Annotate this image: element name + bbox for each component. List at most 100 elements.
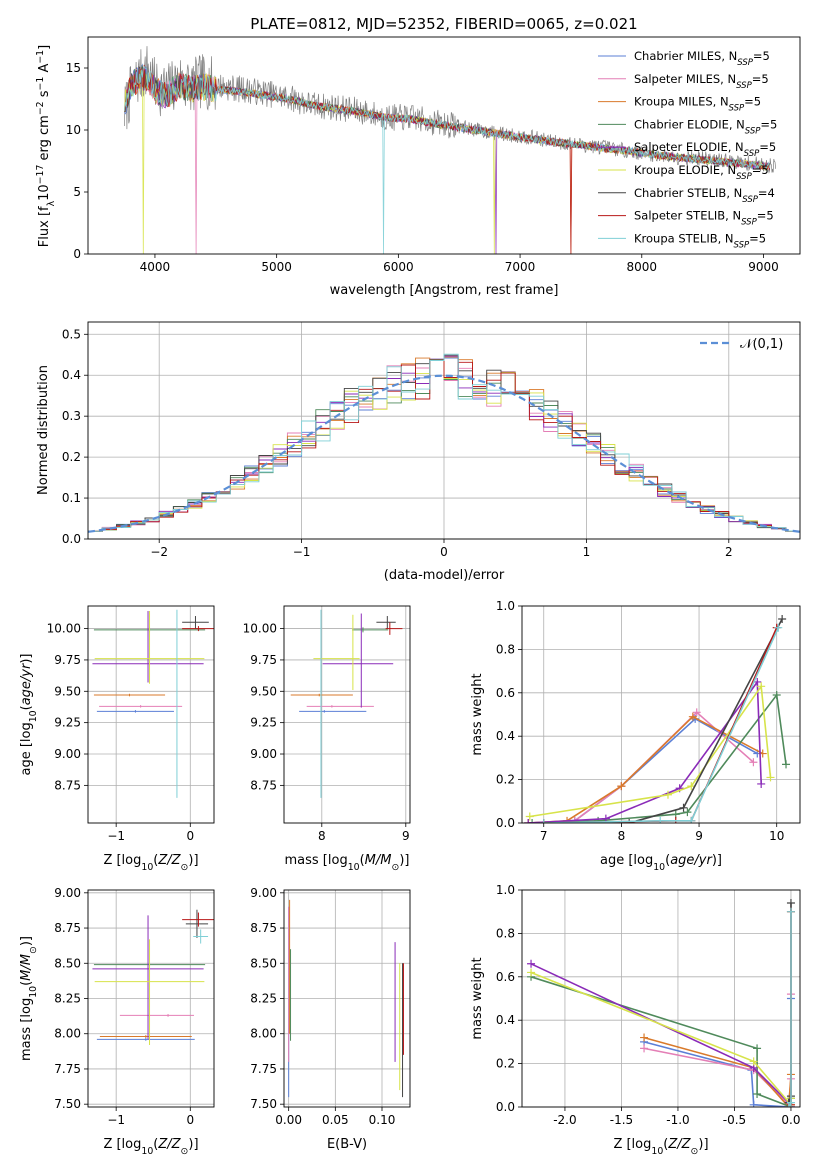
data-point: [594, 816, 603, 823]
y-tick-label: 7.75: [250, 1062, 277, 1076]
residual-histogram: [88, 353, 800, 539]
data-point: [749, 1100, 758, 1107]
mass-weight-line: [543, 627, 778, 823]
x-tick-label: 1: [583, 545, 591, 559]
y-tick-label: 0.0: [496, 816, 515, 830]
y-tick-label: 15: [66, 61, 81, 75]
figure-title: PLATE=0812, MJD=52352, FIBERID=0065, z=0…: [250, 15, 637, 33]
x-axis-label: (data-model)/error: [384, 568, 505, 583]
y-tick-label: 8.75: [250, 921, 277, 935]
mass-weight-line: [643, 911, 792, 1107]
axes-frame: [87, 321, 801, 540]
y-tick-label: 9.00: [250, 886, 277, 900]
x-tick-label: 8000: [627, 260, 658, 274]
data-point: [656, 816, 665, 823]
x-tick-label: 0.10: [369, 1113, 396, 1127]
mass-vs-metallicity-panel: −1 0 7.50 7.75 8.00 8.25 8.50 8.75 9.00 Z [log10(…: [19, 886, 215, 1157]
legend-label: Chabrier MILES, NSSP=5: [634, 49, 770, 68]
x-tick-label: 4000: [140, 260, 171, 274]
age-vs-mass-panel: 8 9 8.75 9.00 9.25 9.50 9.75 10.00 mass [log10(M…: [243, 605, 411, 873]
y-tick-label: 0.5: [62, 327, 81, 341]
x-tick-label: 9000: [748, 260, 779, 274]
y-tick-label: 5: [73, 185, 81, 199]
y-tick-label: 7.75: [54, 1062, 81, 1076]
y-tick-label: 9.50: [250, 684, 277, 698]
error-bars: [92, 609, 214, 798]
x-axis-label: Z [log10(Z/Z⊙)]: [103, 1137, 198, 1157]
y-tick-label: 1.0: [496, 599, 515, 613]
y-tick-label: 0.8: [496, 642, 515, 656]
data-point: [749, 1057, 758, 1066]
x-tick-label: 0.05: [322, 1113, 349, 1127]
data-point: [527, 959, 536, 968]
y-tick-label: 9.25: [54, 716, 81, 730]
y-tick-label: 10.00: [243, 622, 277, 636]
gaussian-curve: [88, 374, 800, 533]
data-point: [683, 808, 692, 817]
data-point: [778, 615, 787, 624]
spectrum-lines: [124, 46, 777, 254]
x-tick-label: -1.0: [666, 1113, 689, 1127]
y-tick-label: 10: [66, 123, 81, 137]
axes-frame: [283, 605, 411, 824]
x-tick-label: 6000: [383, 260, 414, 274]
data-point: [774, 623, 783, 632]
mass-weight-line: [528, 679, 762, 823]
y-tick-label: 7.50: [54, 1097, 81, 1111]
y-tick-label: 0.1: [62, 491, 81, 505]
data-point: [786, 899, 795, 908]
y-tick-label: 0.2: [496, 773, 515, 787]
x-tick-label: -0.5: [723, 1113, 746, 1127]
spectrum-panel: 4000 5000 6000 7000 8000 9000 0 5 10 15 wavelength…: [35, 36, 801, 298]
y-axis-label: mass [log10(M/M⊙)]: [19, 936, 39, 1061]
x-axis-label: mass [log10(M/M⊙)]: [285, 853, 410, 873]
x-tick-label: 10: [769, 829, 784, 843]
x-tick-label: 8: [318, 829, 326, 843]
x-tick-label: 8: [618, 829, 626, 843]
y-axis-label: mass weight: [470, 957, 485, 1039]
mass-weight-line: [787, 911, 792, 1107]
data-point: [786, 1098, 795, 1107]
mass-weight-lines: [524, 615, 791, 823]
legend-label: Kroupa ELODIE, NSSP=5: [634, 163, 769, 182]
mass-weight-vs-age-panel: 7 8 9 10 0.0 0.2 0.4 0.6 0.8 1.0 age [log10(age/yr…: [470, 599, 801, 873]
y-tick-label: 8.50: [250, 956, 277, 970]
x-tick-label: 9: [402, 829, 410, 843]
x-tick-label: 0.0: [781, 1113, 800, 1127]
axes-frame: [521, 889, 801, 1108]
y-tick-label: 8.00: [250, 1027, 277, 1041]
y-tick-label: 9.75: [54, 653, 81, 667]
legend: Chabrier MILES, NSSP=5 Salpeter MILES, NS…: [598, 49, 777, 250]
y-tick-label: 10.00: [47, 622, 81, 636]
y-tick-label: 0.4: [62, 368, 81, 382]
y-tick-label: 8.25: [54, 992, 81, 1006]
y-axis-label: Normed distribution: [36, 365, 51, 495]
data-point: [528, 819, 537, 823]
model-spectrum-line: [124, 64, 770, 254]
histograms: [88, 353, 800, 539]
axes-frame: [87, 36, 801, 255]
error-bars: [92, 909, 214, 1045]
x-tick-label: 9: [695, 829, 703, 843]
residual-histogram-panel: −2 −1 0 1 2 0.0 0.1 0.2 0.3 0.4 0.5 𝒩(0,1) (data-mod…: [36, 321, 801, 583]
error-bars: [290, 609, 403, 798]
y-tick-label: 7.50: [250, 1097, 277, 1111]
x-axis-label: E(B-V): [327, 1137, 367, 1152]
y-tick-label: 9.25: [250, 716, 277, 730]
data-point: [772, 690, 781, 699]
y-tick-label: 0.6: [496, 686, 515, 700]
x-axis-label: Z [log10(Z/Z⊙)]: [103, 853, 198, 873]
y-tick-label: 8.00: [54, 1027, 81, 1041]
x-axis-label: Z [log10(Z/Z⊙)]: [613, 1137, 708, 1157]
y-tick-label: 9.00: [54, 886, 81, 900]
legend-label: Chabrier STELIB, NSSP=4: [634, 186, 775, 205]
x-tick-label: 7000: [505, 260, 536, 274]
y-tick-label: 1.0: [496, 883, 515, 897]
data-point: [692, 708, 701, 717]
data-point: [753, 1089, 762, 1098]
y-tick-label: 8.75: [250, 778, 277, 792]
y-tick-label: 0.0: [496, 1100, 515, 1114]
x-tick-label: -2.0: [553, 1113, 576, 1127]
data-point: [757, 779, 766, 788]
x-tick-label: −2: [150, 545, 168, 559]
